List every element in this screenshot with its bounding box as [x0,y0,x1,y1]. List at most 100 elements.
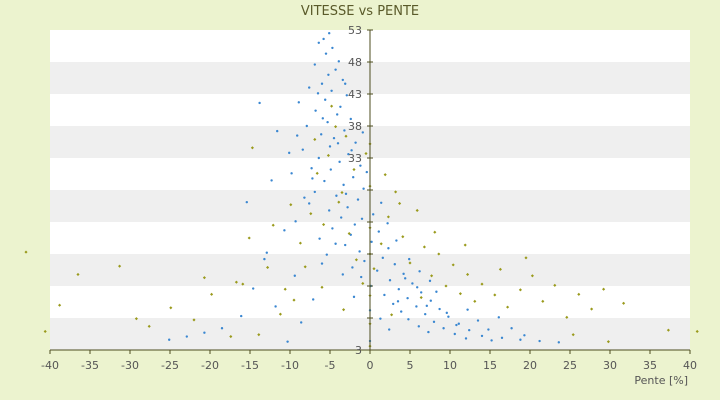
data-point [372,267,376,271]
data-point [361,131,364,134]
data-point [332,136,336,140]
data-point [380,201,383,204]
data-point [257,333,261,337]
data-point [480,282,484,286]
data-point [24,250,28,254]
data-point [342,308,346,312]
data-point [408,261,412,265]
data-point [286,340,289,343]
data-point [435,290,438,293]
data-point [351,266,354,269]
axes: -40 -35 -30 -25 -20 -15 -10 -5 0 5 10 15 20 25 30 35 40 3… [41,24,697,372]
data-point [298,241,302,245]
data-point [451,263,455,267]
data-point [220,327,224,330]
data-point [590,307,594,311]
data-point [370,240,373,244]
data-point [571,333,575,337]
y-tick-label: 43 [348,88,362,101]
data-point [553,283,557,287]
data-point [519,338,522,341]
data-point [602,287,606,291]
data-point [361,281,365,285]
data-point [541,299,545,303]
data-point [283,229,286,232]
data-point [343,129,346,132]
data-point [345,94,348,97]
data-point [622,301,626,305]
data-point [466,308,469,311]
data-point [394,190,398,194]
data-point [312,298,315,301]
data-point [506,305,510,309]
data-point [265,251,268,254]
x-tick-label: -15 [241,359,259,372]
data-point [346,206,349,209]
data-point [324,98,327,101]
data-point [404,277,407,280]
data-point [386,222,389,225]
x-tick-label: -5 [325,359,336,372]
data-point [458,292,462,296]
data-point [498,267,502,271]
data-point [411,282,414,285]
data-point [245,200,248,204]
data-point [334,242,337,245]
data-point [447,315,450,318]
data-point [473,299,477,303]
data-point [293,274,296,277]
data-point [344,82,347,85]
data-point [317,156,320,160]
data-point [317,41,320,44]
data-point [229,335,233,339]
data-point [303,196,306,199]
data-point [480,334,484,338]
data-point [322,37,325,41]
data-point [294,220,297,223]
data-point [427,330,430,334]
data-point [326,120,329,124]
data-point [518,288,522,292]
x-tick-label: 10 [443,359,457,372]
data-point [341,78,344,82]
data-point [240,314,243,318]
data-point [438,307,441,311]
data-point [288,151,291,155]
data-point [258,101,261,105]
data-point [341,273,344,276]
data-point [476,319,480,322]
data-point [328,32,331,35]
x-tick-label: -40 [41,359,59,372]
data-point [43,329,47,333]
data-point [365,170,368,174]
data-point [336,113,339,116]
data-point [418,270,421,273]
data-point [338,160,341,164]
data-point [354,141,357,144]
data-point [340,216,343,219]
data-point [313,190,316,194]
data-point [296,134,299,137]
data-point [424,312,427,316]
data-point [328,145,332,148]
data-point [321,117,324,120]
data-point [344,243,347,247]
data-point [320,285,324,289]
data-point [308,202,311,205]
data-point [379,242,383,246]
data-point [311,177,314,180]
x-tick-label: 5 [407,359,414,372]
data-point [274,305,277,308]
data-point [388,279,392,282]
data-point [500,336,504,340]
data-point [318,237,321,240]
data-point [349,117,352,121]
data-point [396,300,400,303]
data-point [415,305,418,308]
data-point [557,341,560,344]
data-point [270,179,273,182]
data-point [336,142,340,145]
data-point [392,302,395,306]
x-tick-label: -10 [281,359,299,372]
data-point [383,293,386,297]
